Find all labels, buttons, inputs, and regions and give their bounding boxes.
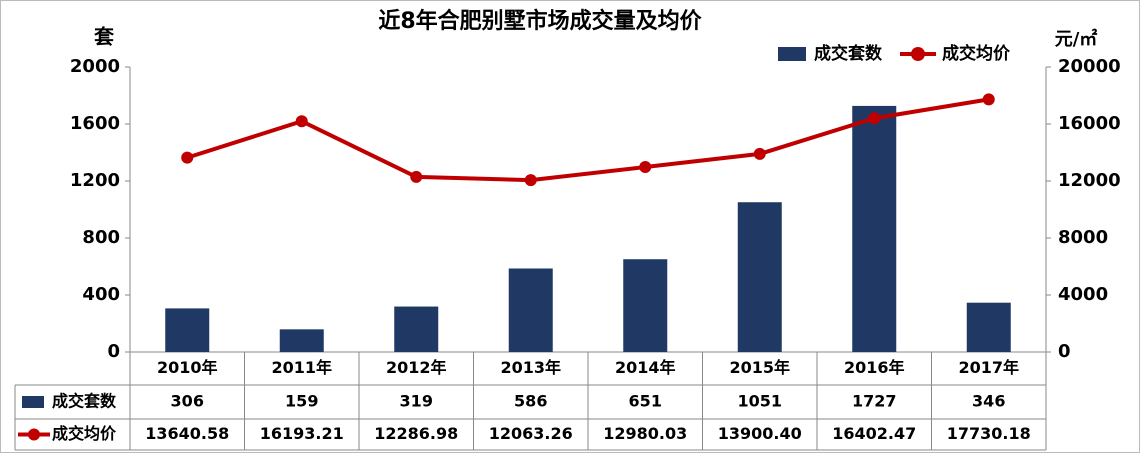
bar <box>508 268 553 352</box>
y2-tick-label: 0 <box>1058 341 1071 362</box>
line-point <box>753 147 766 160</box>
bar <box>966 302 1011 352</box>
table-value: 319 <box>400 392 433 411</box>
bar <box>623 259 668 352</box>
y2-tick-label: 8000 <box>1058 227 1108 248</box>
y-axis-label: 套 <box>94 25 114 49</box>
line-point <box>524 174 537 187</box>
table-value: 346 <box>972 392 1005 411</box>
y-tick-label: 1200 <box>70 170 120 191</box>
y-tick-label: 2000 <box>70 56 120 77</box>
x-tick-label: 2010年 <box>157 358 218 377</box>
table-value: 12980.03 <box>603 424 687 443</box>
line-point <box>410 170 423 183</box>
table-value: 651 <box>629 392 662 411</box>
line-point <box>868 112 881 125</box>
y-tick-label: 0 <box>107 341 120 362</box>
legend-label: 成交均价 <box>942 43 1011 64</box>
bar <box>279 329 324 352</box>
table-value: 17730.18 <box>947 424 1031 443</box>
table-value: 586 <box>514 392 547 411</box>
legend-swatch <box>911 47 925 61</box>
table-legend-swatch <box>28 428 40 441</box>
y-tick-label: 1600 <box>70 113 120 134</box>
table-value: 13900.40 <box>718 424 802 443</box>
legend-label: 成交套数 <box>814 43 883 64</box>
table-value: 12063.26 <box>489 424 573 443</box>
table-value: 1727 <box>852 392 897 411</box>
table-series-name: 成交均价 <box>52 424 117 443</box>
table-value: 16402.47 <box>832 424 916 443</box>
y2-axis-label: 元/㎡ <box>1055 28 1098 50</box>
x-tick-label: 2013年 <box>500 358 561 377</box>
line <box>186 97 990 183</box>
x-tick-label: 2015年 <box>729 358 790 377</box>
x-tick-label: 2014年 <box>615 358 676 377</box>
y-tick-label: 800 <box>82 227 120 248</box>
table-value: 16193.21 <box>260 424 344 443</box>
table-legend-swatch <box>22 396 44 408</box>
x-tick-label: 2011年 <box>271 358 332 377</box>
line-point <box>982 93 995 106</box>
x-tick-label: 2016年 <box>844 358 905 377</box>
bar <box>852 105 897 352</box>
y2-tick-label: 16000 <box>1058 113 1121 134</box>
table-value: 306 <box>171 392 204 411</box>
table-value: 12286.98 <box>374 424 458 443</box>
chart-title: 近8年合肥别墅市场成交量及均价 <box>378 8 702 34</box>
y2-tick-label: 4000 <box>1058 284 1108 305</box>
y2-tick-label: 12000 <box>1058 170 1121 191</box>
y2-tick-label: 20000 <box>1058 56 1121 77</box>
x-tick-label: 2017年 <box>958 358 1019 377</box>
table-value: 13640.58 <box>145 424 229 443</box>
bar <box>737 202 782 352</box>
bar <box>394 306 439 352</box>
legend-swatch <box>778 47 806 61</box>
line-point <box>181 151 194 164</box>
x-tick-label: 2012年 <box>386 358 447 377</box>
table-value: 1051 <box>737 392 782 411</box>
table-value: 159 <box>285 392 318 411</box>
table-series-name: 成交套数 <box>52 392 117 411</box>
line-point <box>295 115 308 128</box>
bar <box>165 308 210 352</box>
line-point <box>639 161 652 174</box>
y-tick-label: 400 <box>82 284 120 305</box>
